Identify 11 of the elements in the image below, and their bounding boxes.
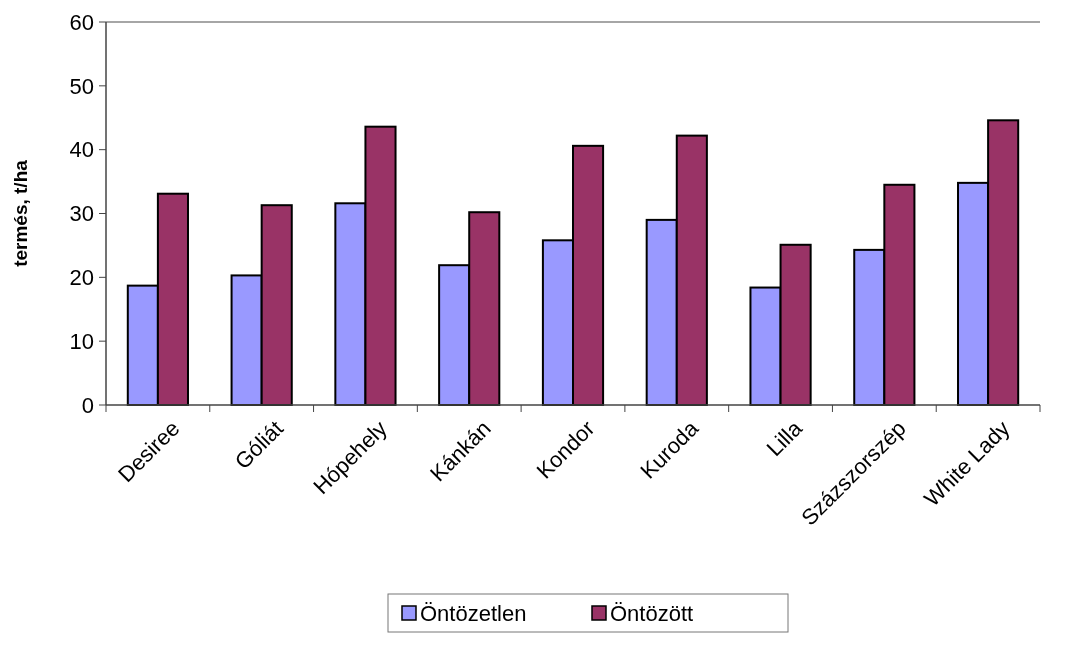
legend-label: Öntözött — [610, 600, 694, 626]
y-tick-label: 30 — [69, 201, 94, 227]
y-tick-label: 10 — [69, 328, 94, 354]
y-tick-label: 20 — [69, 265, 94, 291]
y-axis-title: termés, t/ha — [10, 159, 31, 267]
legend-label: Öntözetlen — [420, 600, 527, 626]
y-tick-label: 40 — [69, 137, 94, 163]
y-tick-label: 50 — [69, 73, 94, 99]
y-tick-label: 0 — [81, 392, 94, 418]
x-tick-label: Lilla — [761, 415, 808, 462]
y-tick-label: 60 — [69, 9, 94, 35]
